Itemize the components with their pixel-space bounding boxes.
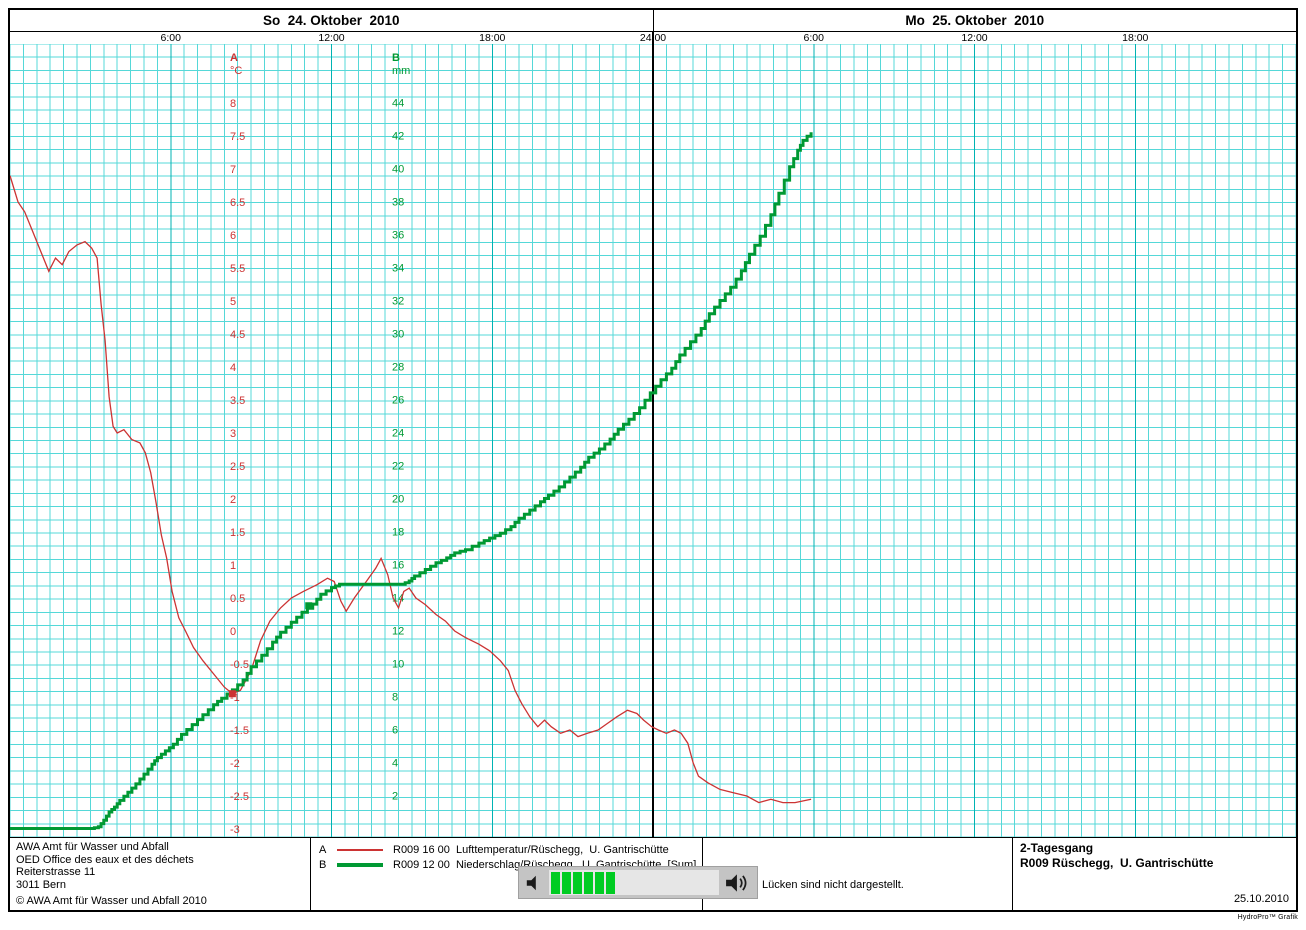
grid-major (170, 44, 1136, 837)
axis-a-unit: °C (230, 65, 242, 77)
axis-b-tick: 42 (392, 131, 404, 143)
axis-a-tick: 6.5 (230, 197, 245, 209)
axis-a-tick: -3 (230, 824, 240, 836)
axis-b-tick: 32 (392, 296, 404, 308)
volume-bar (562, 871, 571, 894)
axis-b-tick: 2 (392, 791, 398, 803)
axis-b-tick: 8 (392, 692, 398, 704)
axis-b-key: B (392, 52, 400, 64)
axis-b-tick: 36 (392, 230, 404, 242)
volume-bar (584, 871, 593, 894)
axis-b-tick: 12 (392, 626, 404, 638)
print-date: 25.10.2010 (1233, 893, 1289, 905)
axis-a-tick: 2.5 (230, 461, 245, 473)
axis-b-tick: 30 (392, 329, 404, 341)
volume-level-track (549, 870, 719, 895)
report-type: 2-Tagesgang (1020, 841, 1094, 855)
speaker-icon (526, 875, 536, 890)
legend-key-a: A (319, 843, 327, 856)
legend-label-temperature: R009 16 00 Lufttemperatur/Rüschegg, U. G… (393, 843, 669, 856)
axis-b-tick: 24 (392, 428, 404, 440)
precipitation-line (10, 132, 813, 830)
axis-b-unit: mm (392, 65, 410, 77)
axis-b-tick: 26 (392, 395, 404, 407)
time-tick-label: 6:00 (803, 32, 824, 44)
org-name-de: AWA Amt für Wasser und Abfall (16, 841, 169, 853)
axis-a-tick: -1.5 (230, 725, 249, 737)
axis-a-tick: 7.5 (230, 131, 245, 143)
org-name-fr: OED Office des eaux et des déchets (16, 853, 194, 866)
axis-a-tick: -2.5 (230, 791, 249, 803)
title-box: 2-Tagesgang R009 Rüschegg, U. Gantrischü… (1012, 838, 1296, 910)
axis-a-tick: -0.5 (230, 659, 249, 671)
date-day2: Mo 25. Oktober 2010 (905, 13, 1045, 28)
axis-a-tick: 4 (230, 362, 236, 374)
volume-bar (551, 871, 560, 894)
plot-area: A°C Bmm 8 7.5 7 6.5 6 5.5 5 4.5 4 3.5 3 2.5 2 1.5 1 0.5 0 -… (10, 44, 1296, 837)
hydropro-branding: HydroPro™ Grafik (1237, 914, 1298, 921)
copyright-text: © AWA Amt für Wasser und Abfall 2010 (16, 894, 207, 907)
org-street: Reiterstrasse 11 (16, 866, 96, 878)
precipitation-line-sample (337, 862, 383, 867)
axis-b-tick: 22 (392, 461, 404, 473)
day-boundary-line-top (652, 32, 654, 44)
axis-b-tick: 6 (392, 725, 398, 737)
date-header: So 24. Oktober 2010 Mo 25. Oktober 2010 (10, 10, 1296, 32)
axis-b-tick: 20 (392, 494, 404, 506)
axis-a-tick: 1 (230, 560, 236, 572)
time-tick-label: 18:00 (479, 32, 506, 44)
series-a-marker (228, 690, 236, 698)
station-name: R009 Rüschegg, U. Gantrischütte (1020, 856, 1214, 870)
axis-a-tick: 7 (230, 164, 236, 176)
address-box: AWA Amt für Wasser und Abfall OED Office… (10, 838, 310, 910)
axis-a-tick: -2 (230, 758, 240, 770)
axis-b-tick: 44 (392, 98, 404, 110)
legend-key-b: B (319, 858, 327, 871)
axis-a-tick: 2 (230, 494, 236, 506)
axis-a-tick: 5.5 (230, 263, 245, 275)
axis-b-tick: 10 (392, 659, 404, 671)
volume-overlay (518, 866, 758, 899)
date-day1: So 24. Oktober 2010 (10, 10, 654, 31)
axis-b-tick: 4 (392, 758, 398, 770)
legend-row-temperature: A R009 16 00 Lufttemperatur/Rüschegg, U.… (311, 842, 702, 857)
axis-a-key: A (230, 52, 238, 64)
axis-b-tick: 34 (392, 263, 404, 275)
temperature-line-sample (337, 848, 383, 851)
chart-frame: So 24. Oktober 2010 Mo 25. Oktober 2010 … (8, 8, 1298, 912)
axis-a-tick: 0 (230, 626, 236, 638)
axis-a-tick: 3.5 (230, 395, 245, 407)
axis-b-tick: 16 (392, 560, 404, 572)
time-tick-label: 18:00 (1122, 32, 1149, 44)
axis-b-tick: 40 (392, 164, 404, 176)
axis-a-tick: 6 (230, 230, 236, 242)
time-tick-label: 6:00 (160, 32, 181, 44)
volume-bar (606, 871, 615, 894)
speaker-loud-icon (726, 873, 747, 892)
gaps-note: Lücken sind nicht dargestellt. (762, 879, 904, 891)
volume-bar (573, 871, 582, 894)
axis-a-tick: 0.5 (230, 593, 245, 605)
legend-box: A R009 16 00 Lufttemperatur/Rüschegg, U.… (310, 838, 702, 910)
time-tick-label: 12:00 (318, 32, 345, 44)
axis-b-tick: 18 (392, 527, 404, 539)
axis-a-tick: -1 (230, 692, 240, 704)
axis-a-tick: 4.5 (230, 329, 245, 341)
axis-a-tick: 3 (230, 428, 236, 440)
axis-a-tick: 8 (230, 98, 236, 110)
org-city: 3011 Bern (16, 878, 66, 891)
temperature-line (10, 175, 812, 804)
time-tick-label: 12:00 (961, 32, 988, 44)
axis-a-tick: 1.5 (230, 527, 245, 539)
series-b-marker (305, 602, 313, 610)
axis-a-tick: 5 (230, 296, 236, 308)
volume-bar (595, 871, 604, 894)
axis-b-tick: 38 (392, 197, 404, 209)
axis-b-tick: 28 (392, 362, 404, 374)
